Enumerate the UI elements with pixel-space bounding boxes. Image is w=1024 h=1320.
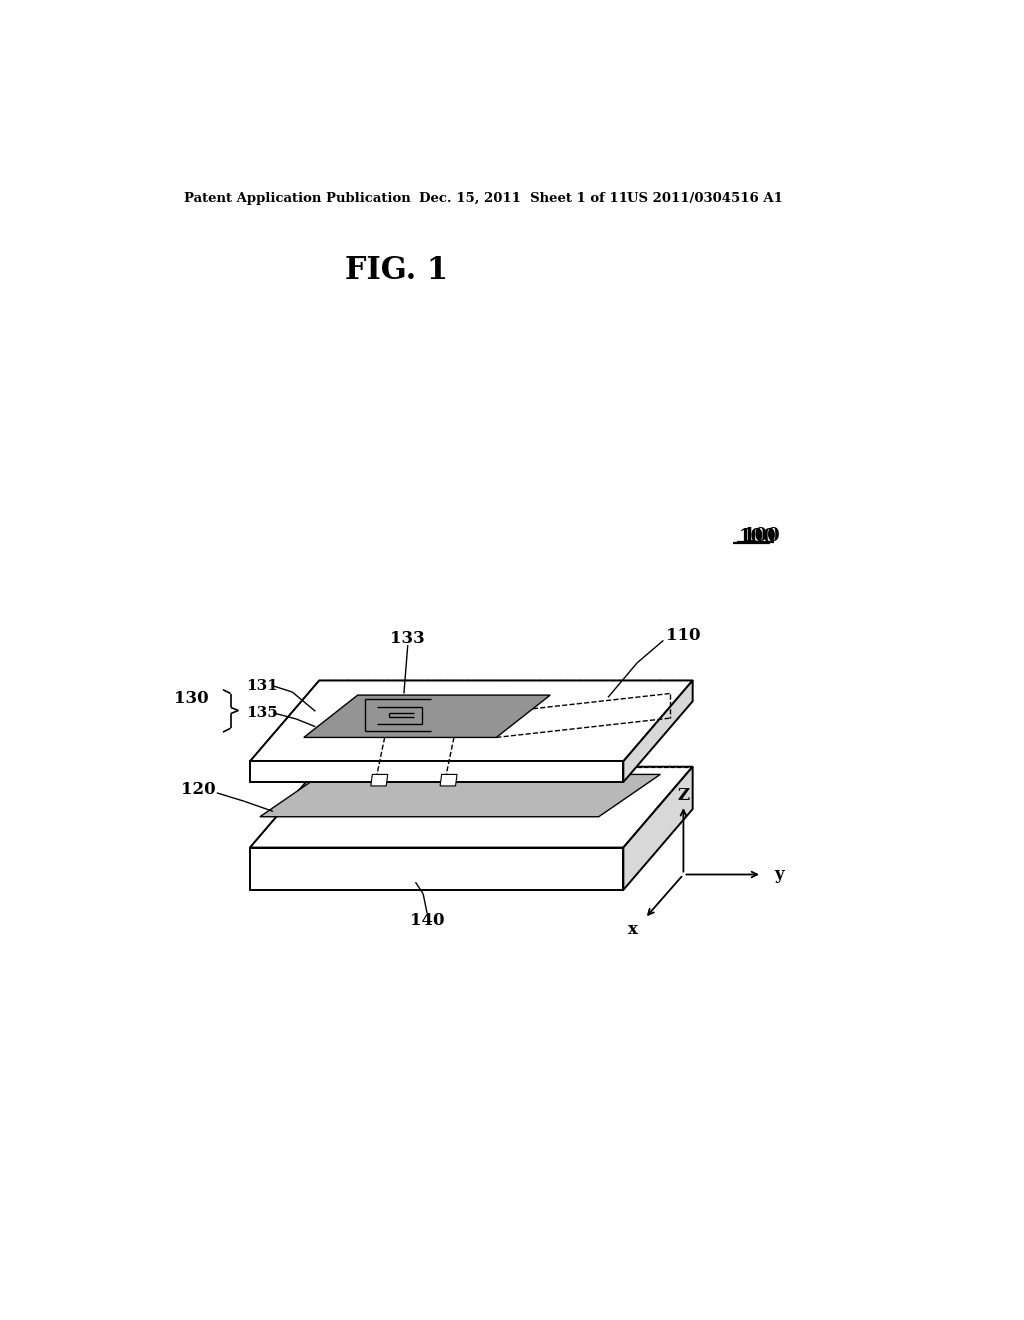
Text: 120: 120	[180, 781, 215, 799]
Text: 130: 130	[174, 690, 209, 708]
Text: 133: 133	[390, 630, 425, 647]
Text: Z: Z	[677, 788, 689, 804]
Text: 100: 100	[742, 527, 780, 545]
Text: 140: 140	[410, 912, 444, 929]
Text: y: y	[774, 866, 784, 883]
Text: 135: 135	[246, 706, 278, 719]
Polygon shape	[440, 775, 457, 785]
Polygon shape	[250, 847, 624, 890]
Text: x: x	[629, 921, 638, 939]
Text: US 2011/0304516 A1: US 2011/0304516 A1	[628, 191, 783, 205]
Text: Patent Application Publication: Patent Application Publication	[184, 191, 412, 205]
Polygon shape	[250, 767, 692, 847]
Polygon shape	[250, 681, 692, 762]
Polygon shape	[624, 767, 692, 890]
Text: 110: 110	[666, 627, 700, 644]
Polygon shape	[304, 696, 550, 738]
Text: 100: 100	[739, 528, 776, 546]
Text: Dec. 15, 2011  Sheet 1 of 11: Dec. 15, 2011 Sheet 1 of 11	[419, 191, 628, 205]
Polygon shape	[250, 762, 624, 781]
Polygon shape	[371, 775, 388, 785]
Text: 131: 131	[246, 678, 278, 693]
Polygon shape	[260, 775, 660, 817]
Polygon shape	[624, 681, 692, 781]
Text: FIG. 1: FIG. 1	[345, 255, 447, 285]
